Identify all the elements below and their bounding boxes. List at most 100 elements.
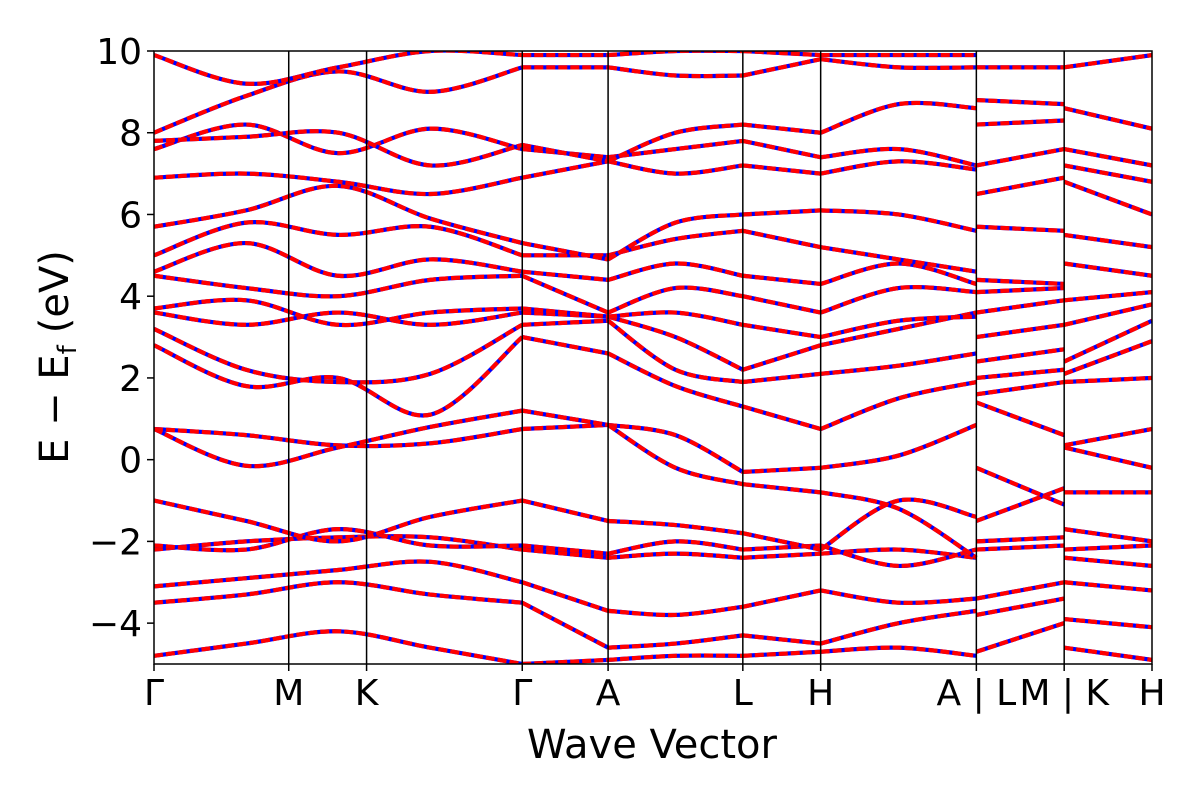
band-line-overlay <box>975 580 1065 601</box>
band-line-overlay <box>975 486 1065 523</box>
band-line-overlay <box>1063 318 1152 364</box>
band-line-overlay <box>1063 232 1152 250</box>
band-line-overlay <box>607 314 744 372</box>
band-line-overlay <box>606 423 744 487</box>
y-axis-title-main: E − E <box>32 354 78 464</box>
x-tick-label: L <box>733 673 753 714</box>
band-line-overlay <box>1063 290 1152 303</box>
band-line-overlay <box>607 539 744 556</box>
band-line-overlay <box>154 629 523 664</box>
band-line-reference <box>606 319 744 385</box>
band-line-overlay <box>154 297 523 328</box>
x-axis-title: Wave Vector <box>527 722 778 768</box>
band-line-overlay <box>742 465 821 475</box>
band-line-overlay <box>607 653 743 663</box>
band-line-overlay <box>820 351 977 376</box>
band-line-overlay <box>154 310 523 327</box>
band-line-overlay <box>521 273 609 315</box>
band-line-overlay <box>1063 426 1152 448</box>
band-line-overlay <box>154 183 523 246</box>
band-line-overlay <box>1063 527 1152 544</box>
band-line-overlay <box>975 147 1065 168</box>
band-line-overlay <box>1063 261 1152 278</box>
band-line-overlay <box>976 535 1065 544</box>
y-axis-title-unit: (eV) <box>32 250 78 333</box>
band-line-overlay <box>154 240 523 279</box>
x-tick-label: Γ <box>512 673 532 714</box>
band-line-overlay <box>975 596 1065 618</box>
band-line-reference <box>820 422 978 470</box>
band-line-overlay <box>607 633 744 650</box>
band-line-overlay <box>521 335 609 356</box>
band-line-overlay <box>820 310 977 348</box>
band-line-overlay <box>607 351 744 409</box>
band-line-overlay <box>819 100 977 135</box>
band-line-overlay <box>154 408 523 469</box>
band-line-overlay <box>1063 645 1152 662</box>
band-line-overlay <box>607 604 744 618</box>
band-line-overlay <box>742 404 822 432</box>
band-line-overlay <box>742 371 821 385</box>
band-line-overlay <box>1063 163 1152 184</box>
y-axis-title-subscript: f <box>53 344 83 354</box>
band-line-overlay <box>607 65 743 79</box>
band-line-overlay <box>1064 543 1152 552</box>
band-line-overlay <box>1063 616 1152 630</box>
y-tick-label: 6 <box>119 195 142 236</box>
band-line-overlay <box>607 228 744 258</box>
band-line-overlay <box>154 65 523 135</box>
band-line-overlay <box>522 543 609 556</box>
band-line-overlay <box>607 212 744 262</box>
band-line-overlay <box>1063 147 1152 168</box>
band-line-overlay <box>1063 555 1152 569</box>
x-tick-label: A | L <box>937 673 1017 714</box>
band-line-overlay <box>742 163 821 176</box>
band-line-overlay <box>521 498 609 524</box>
band-line-overlay <box>607 285 744 315</box>
y-axis-ticks: −4 −2 0 2 4 6 8 10 <box>89 32 154 645</box>
band-line-overlay <box>742 228 822 250</box>
band-line-overlay <box>975 175 1065 197</box>
band-line-overlay <box>1063 53 1152 70</box>
y-tick-label: 0 <box>119 441 142 482</box>
x-tick-label: H <box>1138 673 1165 714</box>
band-line-overlay <box>1063 179 1152 217</box>
band-line-overlay <box>521 600 610 650</box>
band-line-overlay <box>820 57 977 71</box>
band-line-overlay <box>154 322 524 385</box>
band-line-overlay <box>521 408 609 428</box>
band-line-overlay <box>1063 580 1152 593</box>
band-line-overlay <box>976 543 1065 552</box>
band-line-overlay <box>742 649 821 658</box>
y-tick-label: 10 <box>96 32 142 73</box>
band-line-overlay <box>154 129 523 168</box>
band-line-overlay <box>742 208 821 217</box>
x-tick-label: M <box>273 673 304 714</box>
band-line-overlay <box>742 588 822 609</box>
band-line-overlay <box>1064 375 1152 385</box>
y-tick-label: −4 <box>89 604 142 645</box>
band-line-overlay <box>607 551 743 560</box>
x-tick-label: H <box>807 673 834 714</box>
band-line-overlay <box>820 490 978 560</box>
band-line-overlay <box>742 531 822 552</box>
band-line-overlay <box>976 118 1065 127</box>
band-line-overlay <box>154 335 524 418</box>
band-line-overlay <box>819 497 977 552</box>
band-line-overlay <box>154 273 523 299</box>
band-line-overlay <box>975 400 1065 438</box>
band-line-overlay <box>154 527 523 553</box>
band-line-overlay <box>522 269 609 282</box>
band-line-overlay <box>521 142 609 164</box>
band-line-overlay <box>742 482 821 495</box>
y-axis-title: E − Ef (eV) <box>32 250 83 464</box>
band-line-overlay <box>976 277 1065 287</box>
band-line-overlay <box>976 298 1065 315</box>
band-line-overlay <box>819 379 977 431</box>
band-line-overlay <box>976 379 1065 397</box>
x-tick-label: A <box>596 673 621 714</box>
band-line-overlay <box>976 322 1065 340</box>
band-line-overlay <box>976 347 1065 364</box>
